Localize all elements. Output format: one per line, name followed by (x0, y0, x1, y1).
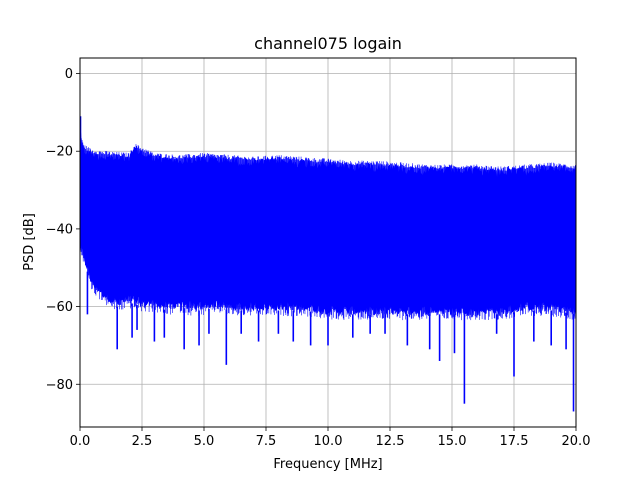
y-tick-label: −60 (46, 300, 73, 315)
y-tick-label: −80 (46, 378, 73, 393)
y-tick-label: −40 (46, 222, 73, 237)
x-tick-label: 7.5 (256, 434, 277, 449)
x-tick-label: 15.0 (438, 434, 467, 449)
x-tick-label: 12.5 (376, 434, 405, 449)
x-axis-label: Frequency [MHz] (273, 457, 382, 472)
x-axis: 0.0 2.5 5.0 7.5 10.0 12.5 15.0 17.5 20.0 (70, 427, 591, 449)
y-tick-label: −20 (46, 145, 73, 160)
x-tick-label: 17.5 (500, 434, 529, 449)
x-tick-label: 5.0 (194, 434, 215, 449)
y-tick-label: 0 (65, 67, 73, 82)
psd-trace (79, 115, 577, 321)
y-axis: 0 −20 −40 −60 −80 (46, 67, 80, 393)
chart-title: channel075 logain (254, 34, 402, 53)
x-tick-label: 2.5 (132, 434, 153, 449)
x-tick-label: 10.0 (314, 434, 343, 449)
y-axis-label: PSD [dB] (22, 213, 37, 271)
x-tick-label: 0.0 (70, 434, 91, 449)
x-tick-label: 20.0 (562, 434, 591, 449)
